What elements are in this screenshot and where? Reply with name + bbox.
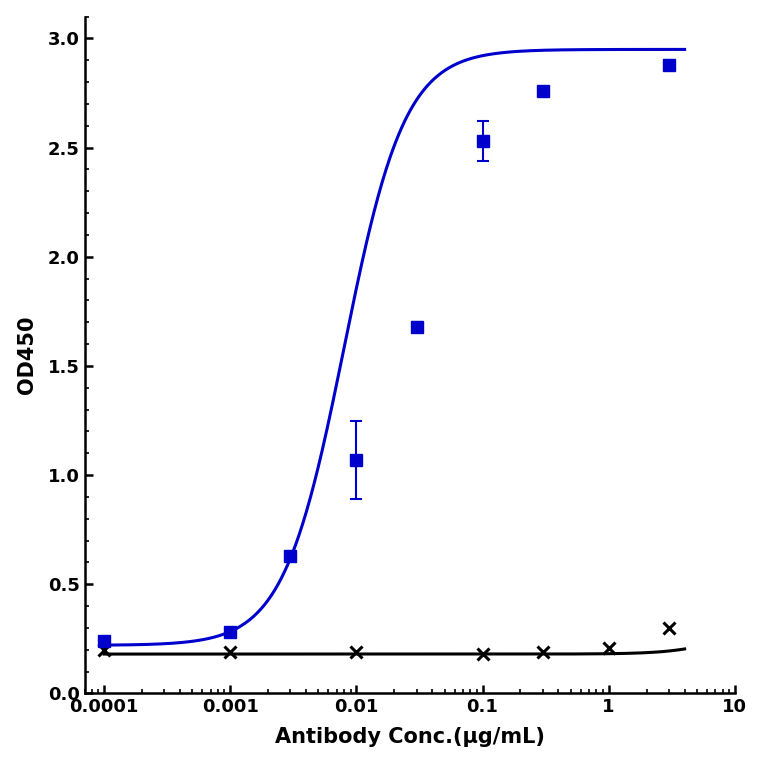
- X-axis label: Antibody Conc.(μg/mL): Antibody Conc.(μg/mL): [275, 727, 545, 747]
- Y-axis label: OD450: OD450: [17, 316, 37, 394]
